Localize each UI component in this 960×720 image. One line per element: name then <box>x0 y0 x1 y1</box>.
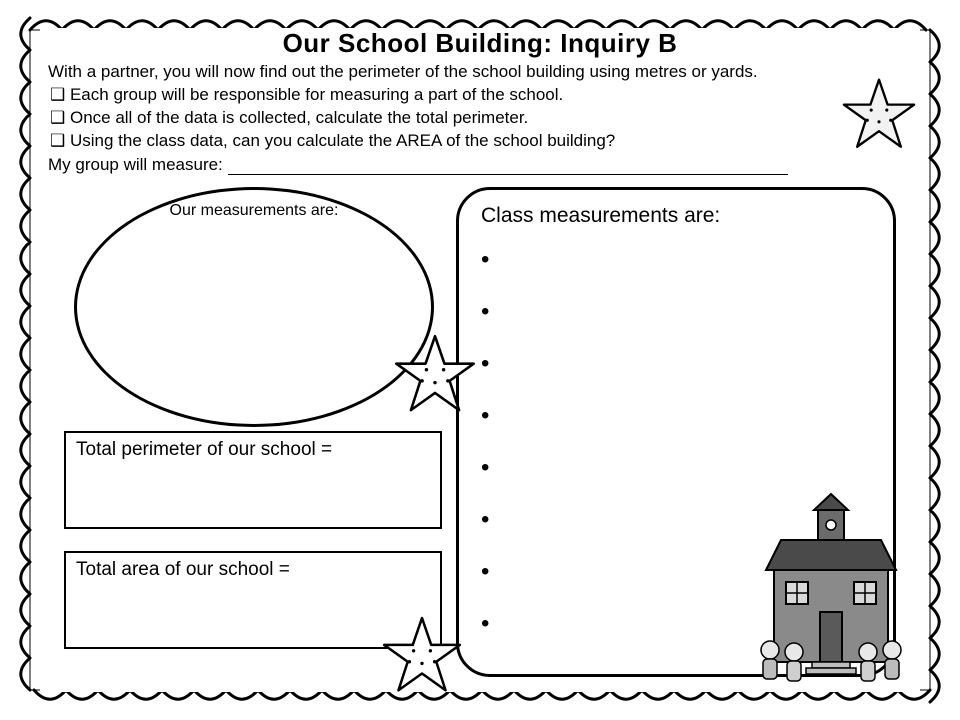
work-area: Our measurements are: Class measurements… <box>48 183 912 688</box>
class-measurement-bullet[interactable]: • <box>481 338 871 390</box>
intro-bullet: ❑ Once all of the data is collected, cal… <box>48 107 912 130</box>
schoolhouse-icon <box>746 492 916 692</box>
intro-block: With a partner, you will now find out th… <box>48 61 912 153</box>
intro-bullet: ❑ Using the class data, can you calculat… <box>48 130 912 153</box>
oval-label: Our measurements are: <box>77 202 431 220</box>
star-icon <box>840 75 918 153</box>
intro-bullet: ❑ Each group will be responsible for mea… <box>48 84 912 107</box>
our-measurements-oval[interactable]: Our measurements are: <box>74 187 434 427</box>
box-label: Total perimeter of our school = <box>76 439 332 460</box>
class-measurement-bullet[interactable]: • <box>481 286 871 338</box>
worksheet-page: Our School Building: Inquiry B With a pa… <box>40 28 920 692</box>
box-label: Total area of our school = <box>76 559 290 580</box>
class-measurement-bullet[interactable]: • <box>481 390 871 442</box>
group-measure-prompt: My group will measure: <box>40 155 920 175</box>
right-panel-heading: Class measurements are: <box>481 204 871 228</box>
class-measurement-bullet[interactable]: • <box>481 442 871 494</box>
star-icon <box>392 331 478 417</box>
total-perimeter-box[interactable]: Total perimeter of our school = <box>64 431 442 529</box>
intro-line: With a partner, you will now find out th… <box>48 61 912 84</box>
star-icon <box>380 613 464 697</box>
class-measurement-bullet[interactable]: • <box>481 234 871 286</box>
page-title: Our School Building: Inquiry B <box>40 28 920 59</box>
write-in-line[interactable] <box>228 158 788 175</box>
